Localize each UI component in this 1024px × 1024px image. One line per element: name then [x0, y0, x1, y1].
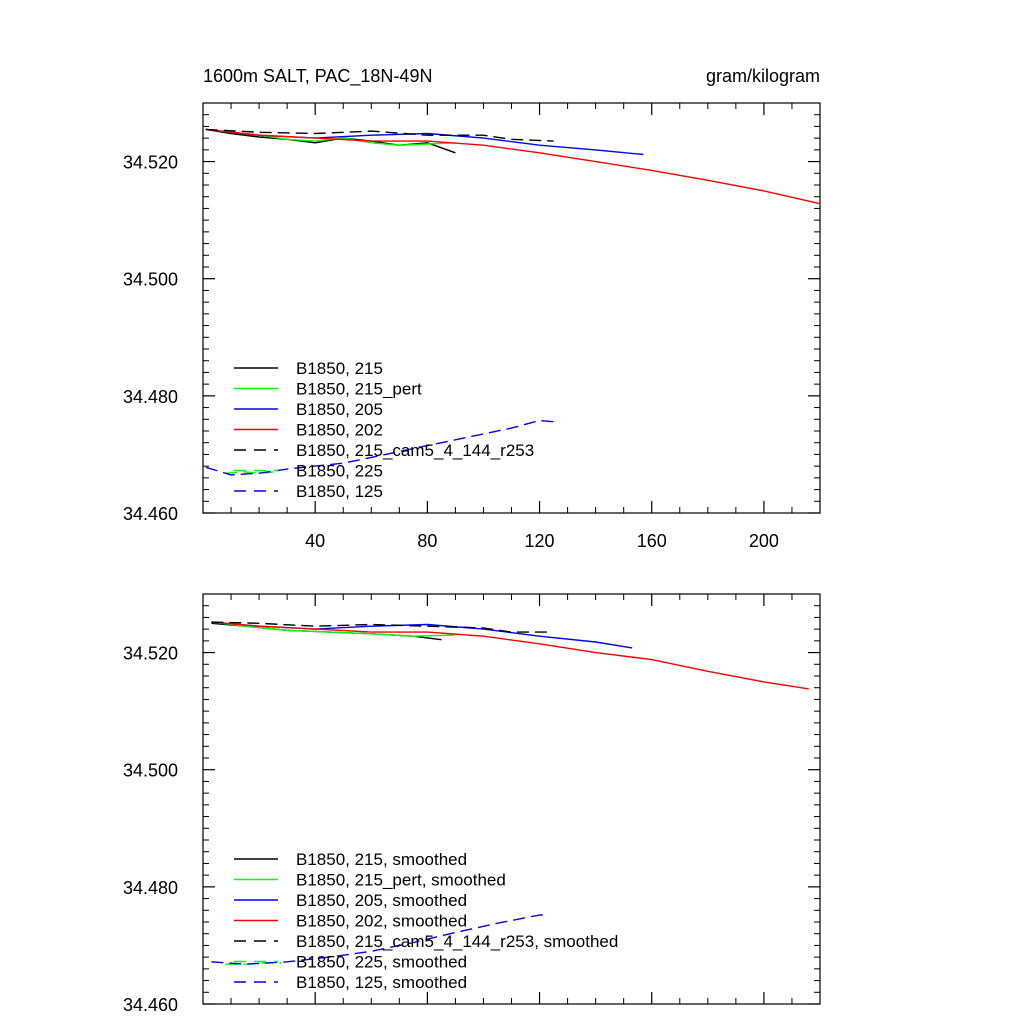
x-tick-label: 200 [749, 531, 779, 551]
series-line-4 [205, 128, 821, 205]
legend-label: B1850, 215_cam5_4_144_r253, smoothed [296, 932, 618, 951]
y-tick-label: 34.500 [123, 761, 178, 781]
legend-label: B1850, 225, smoothed [296, 953, 467, 972]
top-panel: 40 80 120 160 200 34.460 34.480 34.500 34.520 B18… [123, 102, 821, 551]
legend-label: B1850, 215_cam5_4_144_r253 [296, 441, 534, 460]
y-tick-label: 34.520 [123, 153, 178, 173]
y-tick-label: 34.480 [123, 878, 178, 898]
y-tick-label: 34.460 [123, 504, 178, 524]
x-tick-label: 80 [417, 531, 437, 551]
legend-label: B1850, 205, smoothed [296, 891, 467, 910]
x-tick-label: 120 [525, 531, 555, 551]
legend-label: B1850, 215_pert [296, 380, 422, 399]
legend-label: B1850, 125, smoothed [296, 973, 467, 992]
x-tick-label: 160 [637, 531, 667, 551]
series-line-5 [211, 621, 548, 633]
series-line-4 [211, 621, 809, 690]
x-tick-label: 40 [305, 531, 325, 551]
y-tick-label: 34.480 [123, 387, 178, 407]
legend-label: B1850, 202 [296, 421, 383, 440]
legend-label: B1850, 202, smoothed [296, 912, 467, 931]
legend-label: B1850, 225 [296, 462, 383, 481]
legend-label: B1850, 125 [296, 482, 383, 501]
series-line-7 [211, 914, 548, 965]
series-line-5 [205, 128, 554, 142]
legend-label: B1850, 215, smoothed [296, 850, 467, 869]
series-line-7 [205, 419, 560, 476]
units-label: gram/kilogram [706, 66, 820, 86]
legend-label: B1850, 215 [296, 359, 383, 378]
y-tick-label: 34.460 [123, 995, 178, 1015]
y-tick-label: 34.520 [123, 644, 178, 664]
bottom-panel: 34.460 34.480 34.500 34.520 B1850, 215, smoo… [123, 593, 821, 1015]
legend-label: B1850, 215_pert, smoothed [296, 871, 506, 890]
chart-title: 1600m SALT, PAC_18N-49N [203, 66, 432, 87]
series-line-2 [211, 621, 456, 637]
legend-label: B1850, 205 [296, 400, 383, 419]
y-tick-label: 34.500 [123, 270, 178, 290]
